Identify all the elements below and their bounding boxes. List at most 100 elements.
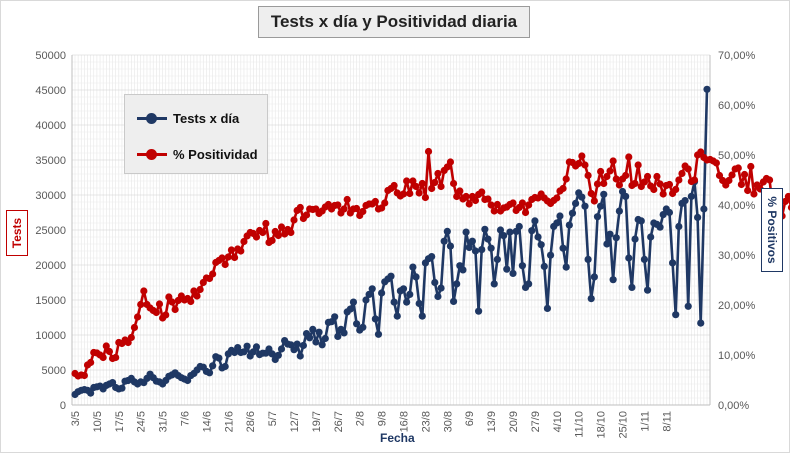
positividad-point xyxy=(434,169,442,178)
positividad-point xyxy=(672,185,680,194)
positividad-point xyxy=(449,179,458,188)
tests-point xyxy=(525,280,533,288)
tests-point xyxy=(640,255,649,263)
positividad-point xyxy=(465,200,473,208)
positividad-point xyxy=(359,207,367,216)
positividad-point xyxy=(584,171,592,180)
tests-point xyxy=(368,285,376,293)
positividad-point xyxy=(456,187,464,195)
positividad-point xyxy=(597,167,605,176)
tests-point xyxy=(340,329,348,337)
x-tick-label: 9/8 xyxy=(377,411,389,426)
tests-point xyxy=(500,232,508,240)
positividad-point xyxy=(409,177,417,185)
positividad-point xyxy=(162,311,170,319)
positividad-point xyxy=(747,162,755,171)
x-tick-label: 16/8 xyxy=(399,411,411,432)
tests-point xyxy=(603,240,611,248)
tests-point xyxy=(628,283,636,291)
positividad-point xyxy=(525,201,533,209)
tests-point xyxy=(656,223,664,231)
positividad-point xyxy=(462,192,470,201)
tests-point xyxy=(537,241,545,249)
positividad-point xyxy=(130,323,139,332)
positividad-point xyxy=(352,204,361,213)
positividad-point xyxy=(193,292,201,300)
positividad-point xyxy=(252,233,261,241)
tests-point xyxy=(209,362,217,370)
tests-point xyxy=(365,290,373,298)
x-tick-label: 31/5 xyxy=(158,411,170,432)
tests-point xyxy=(559,244,567,252)
positividad-point xyxy=(421,193,430,202)
positividad-point xyxy=(593,180,602,188)
tests-point xyxy=(459,266,467,274)
tests-point xyxy=(443,227,451,235)
tests-point xyxy=(590,273,598,281)
tests-point xyxy=(493,255,501,263)
positividad-point xyxy=(712,159,720,167)
tests-point xyxy=(675,222,683,231)
positividad-point xyxy=(137,300,145,309)
y-tick-label-left: 15000 xyxy=(35,295,66,307)
positividad-point xyxy=(559,184,567,193)
tests-point xyxy=(528,227,536,235)
x-tick-label: 6/9 xyxy=(464,411,476,426)
positividad-point xyxy=(428,184,436,193)
tests-point xyxy=(240,348,248,356)
y-tick-label-left: 0 xyxy=(60,400,66,412)
positividad-point xyxy=(562,175,570,183)
positividad-point xyxy=(665,180,674,189)
positividad-point xyxy=(218,254,226,262)
legend-label-positividad: % Positividad xyxy=(173,146,258,162)
x-tick-label: 11/10 xyxy=(574,411,586,438)
tests-point xyxy=(446,242,455,250)
positividad-point xyxy=(424,147,433,156)
positividad-point xyxy=(227,246,236,254)
tests-point xyxy=(87,389,95,397)
y-tick-label-right: 50,00% xyxy=(718,150,756,162)
y-axis-title-left: Tests xyxy=(6,210,28,256)
x-tick-label: 2/8 xyxy=(355,411,367,426)
positividad-point xyxy=(606,167,614,175)
positividad-point xyxy=(415,189,423,197)
tests-point xyxy=(418,312,426,320)
positividad-point xyxy=(302,211,311,219)
x-tick-label: 23/8 xyxy=(420,411,432,432)
legend-item-positividad: % Positividad xyxy=(137,144,258,164)
positividad-point xyxy=(487,201,495,209)
tests-point xyxy=(615,207,623,215)
positividad-point xyxy=(140,287,148,295)
tests-point xyxy=(684,302,692,310)
tests-point xyxy=(540,262,548,270)
x-tick-label: 27/9 xyxy=(530,411,542,432)
tests-point xyxy=(625,254,633,262)
tests-point xyxy=(334,332,342,340)
positividad-point xyxy=(765,176,774,184)
tests-point xyxy=(612,234,620,242)
y-tick-label-right: 10,00% xyxy=(718,350,756,362)
x-tick-label: 17/5 xyxy=(114,411,126,432)
tests-point xyxy=(484,235,492,243)
legend: Tests x día % Positividad xyxy=(124,94,268,174)
tests-point xyxy=(221,362,229,371)
tests-point xyxy=(687,192,695,200)
tests-point xyxy=(518,262,527,270)
tests-point xyxy=(531,217,539,225)
tests-point xyxy=(346,305,354,313)
positividad-point xyxy=(690,176,699,184)
positividad-point xyxy=(224,253,232,261)
positividad-point xyxy=(381,199,389,207)
tests-point xyxy=(659,211,667,219)
y-tick-label-left: 5000 xyxy=(42,365,66,377)
tests-point xyxy=(681,197,689,205)
tests-point xyxy=(668,259,677,267)
x-tick-label: 13/9 xyxy=(486,411,498,432)
tests-point xyxy=(378,289,386,297)
tests-point xyxy=(409,263,417,271)
tests-point xyxy=(481,225,489,233)
tests-point xyxy=(581,202,589,210)
positividad-point xyxy=(127,333,135,342)
positividad-point xyxy=(334,201,342,209)
tests-point xyxy=(703,85,711,93)
